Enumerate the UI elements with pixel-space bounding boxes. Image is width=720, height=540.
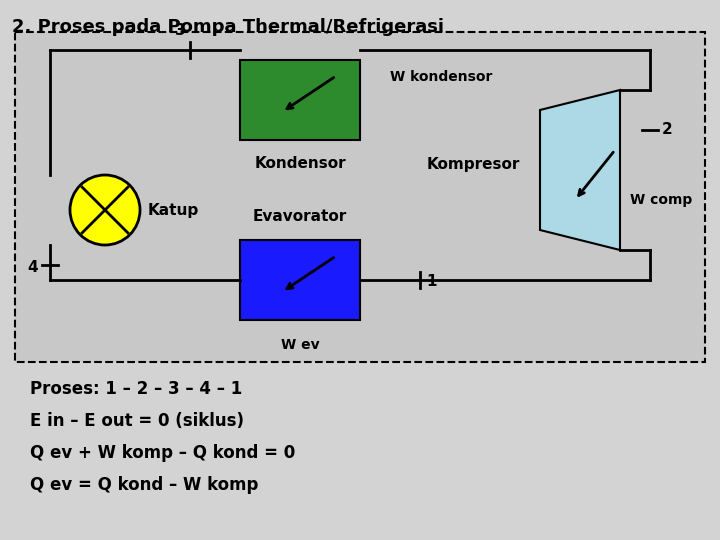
- Text: W comp: W comp: [630, 193, 692, 207]
- Text: Proses: 1 – 2 – 3 – 4 – 1: Proses: 1 – 2 – 3 – 4 – 1: [30, 380, 242, 398]
- FancyBboxPatch shape: [15, 32, 705, 362]
- Text: Kondensor: Kondensor: [254, 156, 346, 171]
- Text: E in – E out = 0 (siklus): E in – E out = 0 (siklus): [30, 412, 244, 430]
- Text: Q ev = Q kond – W komp: Q ev = Q kond – W komp: [30, 476, 258, 494]
- Text: Katup: Katup: [148, 202, 199, 218]
- Text: 4: 4: [27, 260, 38, 274]
- Text: 2: 2: [662, 123, 672, 138]
- Text: W kondensor: W kondensor: [390, 70, 492, 84]
- Text: Evavorator: Evavorator: [253, 209, 347, 224]
- Text: Q ev + W komp – Q kond = 0: Q ev + W komp – Q kond = 0: [30, 444, 295, 462]
- Polygon shape: [540, 90, 620, 250]
- Text: W ev: W ev: [281, 338, 319, 352]
- Text: 1: 1: [426, 274, 436, 289]
- Text: 2. Proses pada Pompa Thermal/Refrigerasi: 2. Proses pada Pompa Thermal/Refrigerasi: [12, 18, 444, 36]
- Text: 3: 3: [175, 23, 185, 38]
- Circle shape: [70, 175, 140, 245]
- Bar: [240, 60, 360, 140]
- Bar: [240, 240, 360, 320]
- Text: Kompresor: Kompresor: [427, 158, 520, 172]
